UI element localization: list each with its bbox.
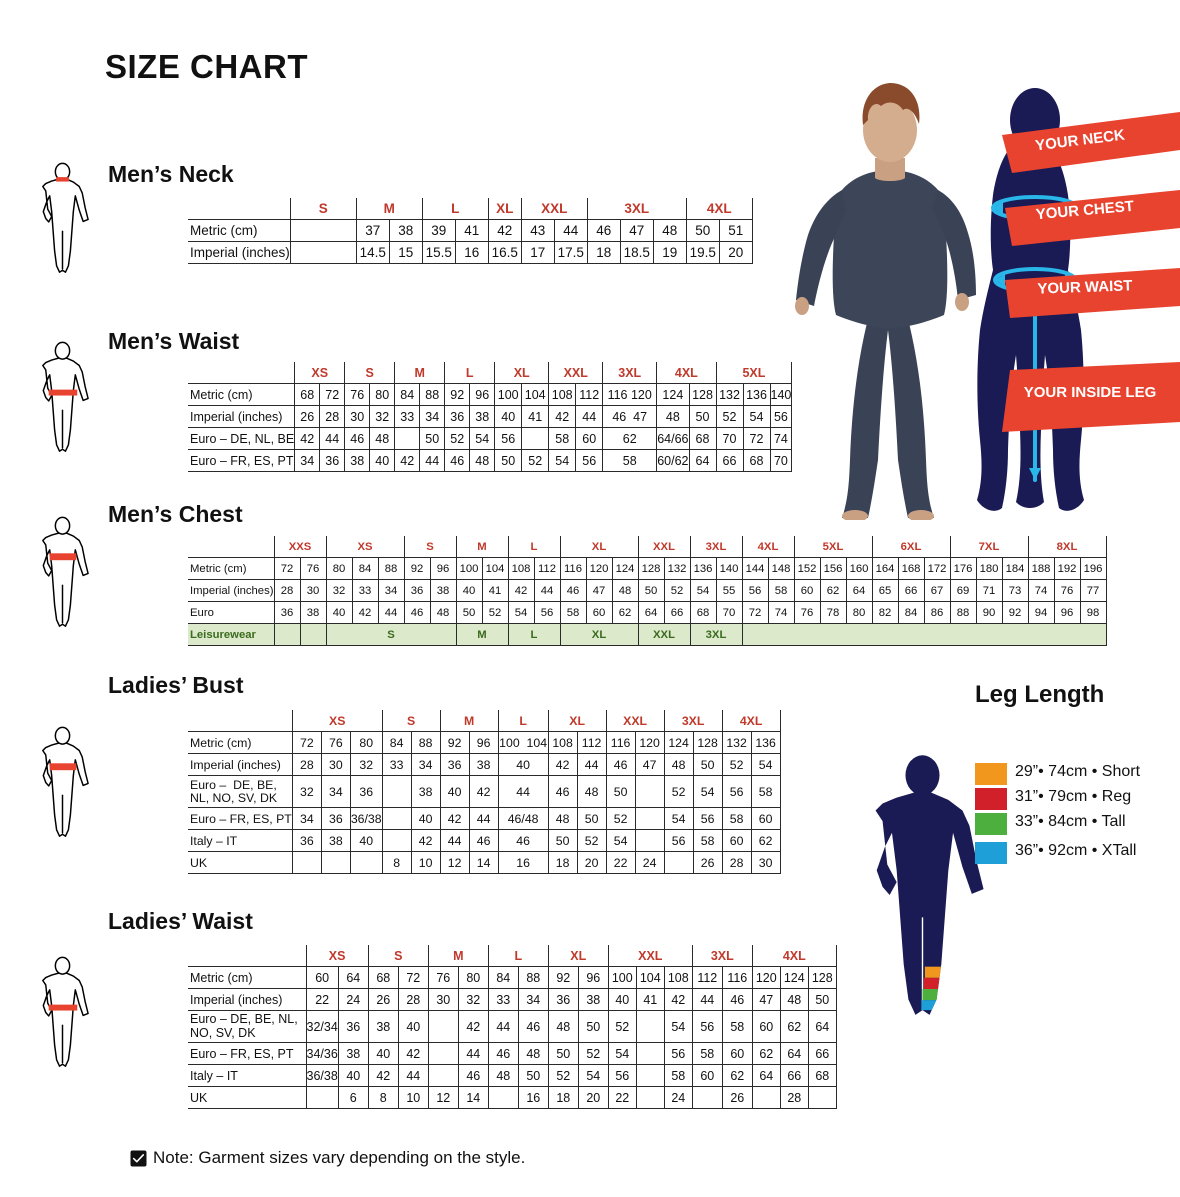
svg-text:YOUR INSIDE LEG: YOUR INSIDE LEG <box>1024 384 1157 401</box>
svg-text:YOUR WAIST: YOUR WAIST <box>1037 277 1133 297</box>
